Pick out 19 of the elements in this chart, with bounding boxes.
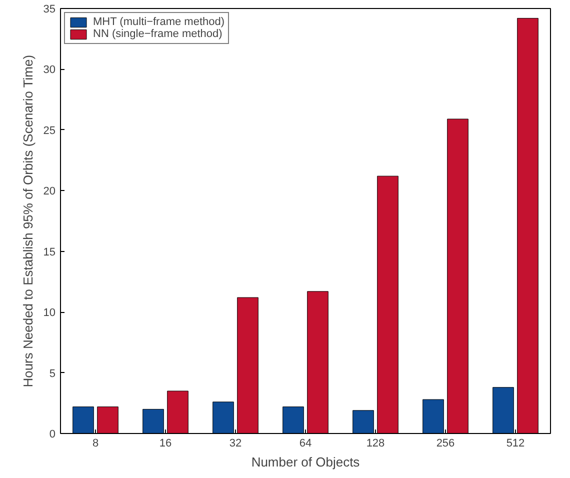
legend-label: MHT (multi−frame method) xyxy=(93,16,225,28)
x-tick-label: 32 xyxy=(229,438,242,450)
y-axis-title: Hours Needed to Establish 95% of Orbits (Scenario Time) xyxy=(20,54,36,388)
y-tick-label: 35 xyxy=(43,4,56,16)
y-tick-label: 0 xyxy=(49,428,56,440)
x-tick-label: 256 xyxy=(436,438,455,450)
x-tick-label: 64 xyxy=(299,438,312,450)
y-tick-label: 15 xyxy=(43,246,56,258)
x-tick-label: 16 xyxy=(159,438,172,450)
y-tick-label: 25 xyxy=(43,124,56,137)
x-axis-title: Number of Objects xyxy=(251,454,360,470)
y-tick-label: 10 xyxy=(43,307,56,320)
legend-label: NN (single−frame method) xyxy=(93,28,222,40)
x-tick-label: 128 xyxy=(366,438,385,450)
x-tick-label: 512 xyxy=(506,438,525,450)
y-tick-label: 20 xyxy=(43,186,56,198)
x-tick-label: 8 xyxy=(92,438,99,450)
y-tick-label: 5 xyxy=(49,368,56,380)
y-tick-label: 30 xyxy=(43,64,56,76)
